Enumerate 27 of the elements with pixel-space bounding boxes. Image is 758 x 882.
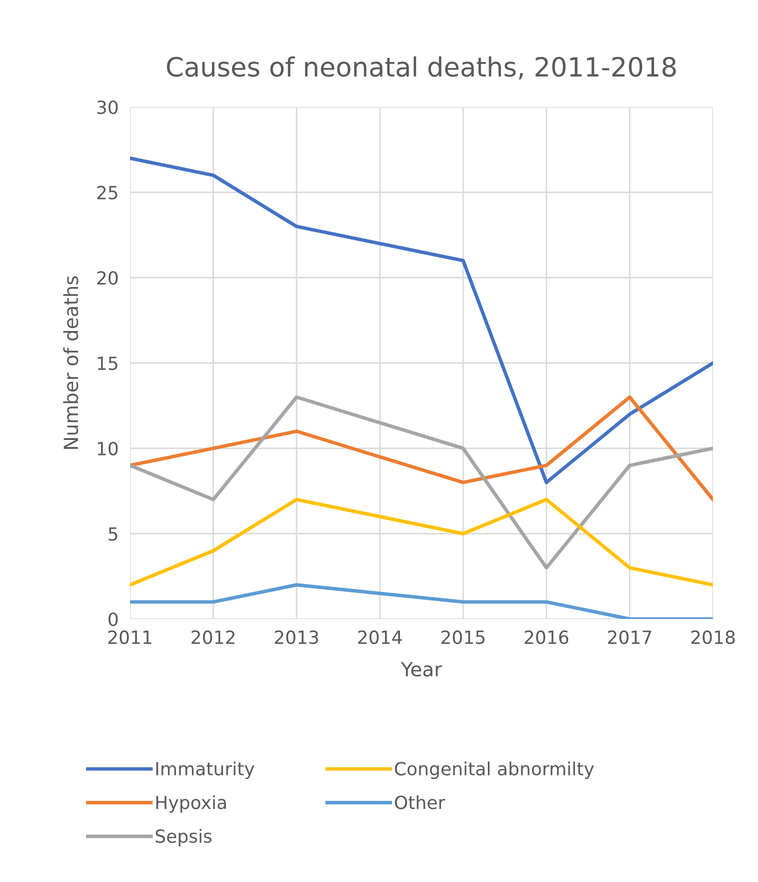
y-tick-label: 5 — [108, 527, 118, 541]
y-tick-label: 20 — [97, 271, 118, 285]
x-tick-label: 2018 — [691, 630, 735, 644]
y-axis-title: Number of deaths — [63, 276, 78, 449]
line-series — [130, 395, 713, 570]
x-tick-label: 2016 — [524, 630, 568, 644]
y-tick-label: 30 — [97, 100, 118, 114]
legend-label: Other — [394, 795, 446, 810]
x-tick-label: 2014 — [358, 630, 402, 644]
legend-label: Sepsis — [156, 828, 212, 846]
x-tick-label: 2013 — [274, 630, 318, 644]
y-tick-label: 10 — [98, 442, 118, 456]
x-tick-label: 2012 — [192, 630, 234, 644]
chart-title: Causes of neonatal deaths, 2011-2018 — [166, 56, 676, 80]
legend-label: Hypoxia — [156, 795, 226, 813]
y-tick-label: 15 — [98, 356, 118, 370]
legend-label: Congenital abnormilty — [394, 762, 594, 780]
y-tick-label: 0 — [108, 612, 118, 626]
x-tick-label: 2017 — [608, 630, 652, 644]
line-series — [130, 395, 713, 502]
y-tick-label: 25 — [97, 186, 118, 200]
line-series — [130, 498, 713, 587]
line-series — [130, 156, 713, 484]
x-axis-title: Year — [400, 662, 442, 677]
x-tick-label: 2011 — [108, 630, 152, 644]
legend-label: Immaturity — [156, 762, 254, 780]
x-tick-label: 2015 — [441, 630, 485, 644]
